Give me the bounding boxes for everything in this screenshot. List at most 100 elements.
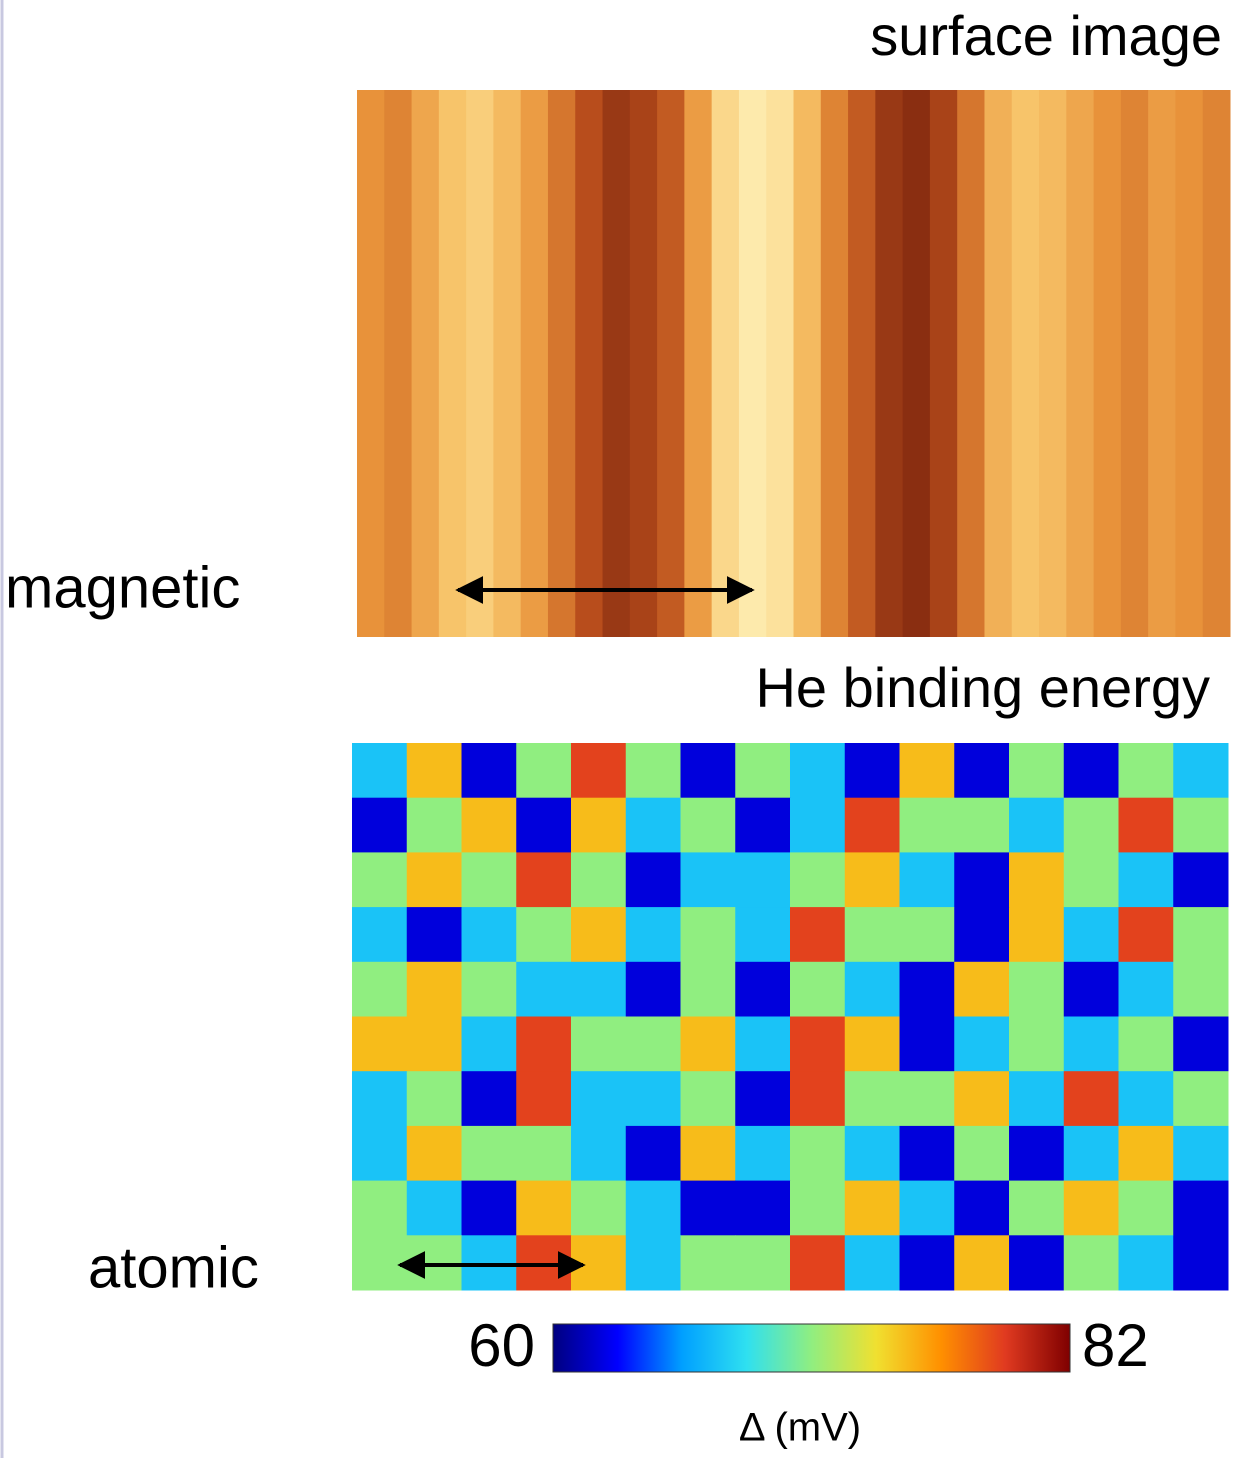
cell: [1119, 1235, 1174, 1290]
cell: [735, 1126, 790, 1181]
cell: [681, 798, 736, 853]
cell: [1064, 1126, 1119, 1181]
cell: [735, 962, 790, 1017]
stripe: [1094, 90, 1122, 637]
cell: [1009, 907, 1064, 962]
cell: [790, 1126, 845, 1181]
cell: [1064, 1017, 1119, 1072]
cell: [462, 1181, 517, 1236]
cell: [900, 1126, 955, 1181]
cell: [571, 743, 626, 798]
cell: [352, 798, 407, 853]
stripe: [875, 90, 903, 637]
cell: [735, 907, 790, 962]
cell: [462, 743, 517, 798]
cell: [845, 1017, 900, 1072]
cell: [1009, 1017, 1064, 1072]
cell: [571, 1181, 626, 1236]
cell: [1009, 798, 1064, 853]
cell: [954, 1235, 1009, 1290]
cell: [407, 907, 462, 962]
stripe: [439, 90, 467, 637]
cell: [516, 1071, 571, 1126]
cell: [516, 798, 571, 853]
cell: [626, 1071, 681, 1126]
cell: [626, 1181, 681, 1236]
cell: [845, 798, 900, 853]
cell: [626, 798, 681, 853]
map-title: He binding energy: [755, 656, 1210, 719]
surface-map: [357, 90, 1231, 637]
cell: [571, 1071, 626, 1126]
stripe: [493, 90, 521, 637]
cell: [790, 1071, 845, 1126]
cell: [735, 743, 790, 798]
cell: [352, 743, 407, 798]
cell: [407, 1126, 462, 1181]
stripe: [930, 90, 958, 637]
cell: [900, 1235, 955, 1290]
stripe: [630, 90, 658, 637]
cell: [1173, 1017, 1228, 1072]
cell: [790, 962, 845, 1017]
stripe: [903, 90, 931, 637]
cell: [407, 1017, 462, 1072]
cell: [626, 907, 681, 962]
colorbar: [553, 1324, 1070, 1372]
stripe: [984, 90, 1012, 637]
cell: [571, 852, 626, 907]
cell: [1119, 1181, 1174, 1236]
cell: [352, 1235, 407, 1290]
cell: [900, 907, 955, 962]
cell: [352, 1126, 407, 1181]
cell: [571, 798, 626, 853]
cell: [790, 1235, 845, 1290]
stripe: [1203, 90, 1231, 637]
cell: [571, 1017, 626, 1072]
cell: [462, 962, 517, 1017]
cell: [352, 907, 407, 962]
cell: [681, 852, 736, 907]
cell: [790, 798, 845, 853]
cell: [681, 1235, 736, 1290]
cell: [790, 1017, 845, 1072]
stripe: [794, 90, 822, 637]
cell: [954, 798, 1009, 853]
cell: [1173, 1235, 1228, 1290]
cell: [462, 1071, 517, 1126]
cell: [900, 1071, 955, 1126]
cell: [954, 1017, 1009, 1072]
figure: surface image magnetic He binding energy…: [0, 0, 1233, 1458]
cell: [1173, 1071, 1228, 1126]
cell: [1064, 1235, 1119, 1290]
cell: [790, 907, 845, 962]
cell: [352, 962, 407, 1017]
cell: [1064, 852, 1119, 907]
cell: [1009, 1235, 1064, 1290]
cell: [681, 1181, 736, 1236]
cell: [516, 1235, 571, 1290]
stripe: [548, 90, 576, 637]
cell: [571, 1235, 626, 1290]
cell: [845, 962, 900, 1017]
page: surface image magnetic He binding energy…: [0, 0, 1233, 1458]
cell: [571, 1126, 626, 1181]
cell: [735, 1071, 790, 1126]
cell: [1119, 1126, 1174, 1181]
cell: [1009, 1126, 1064, 1181]
cell: [352, 1071, 407, 1126]
cell: [1064, 743, 1119, 798]
cell: [626, 1126, 681, 1181]
cell: [1064, 1181, 1119, 1236]
stripe: [1012, 90, 1040, 637]
cell: [516, 743, 571, 798]
cell: [1009, 743, 1064, 798]
stripe: [1175, 90, 1203, 637]
cell: [352, 1017, 407, 1072]
cell: [845, 1235, 900, 1290]
stripe: [466, 90, 494, 637]
cell: [407, 852, 462, 907]
cell: [626, 743, 681, 798]
cell: [407, 1181, 462, 1236]
stripe: [384, 90, 412, 637]
